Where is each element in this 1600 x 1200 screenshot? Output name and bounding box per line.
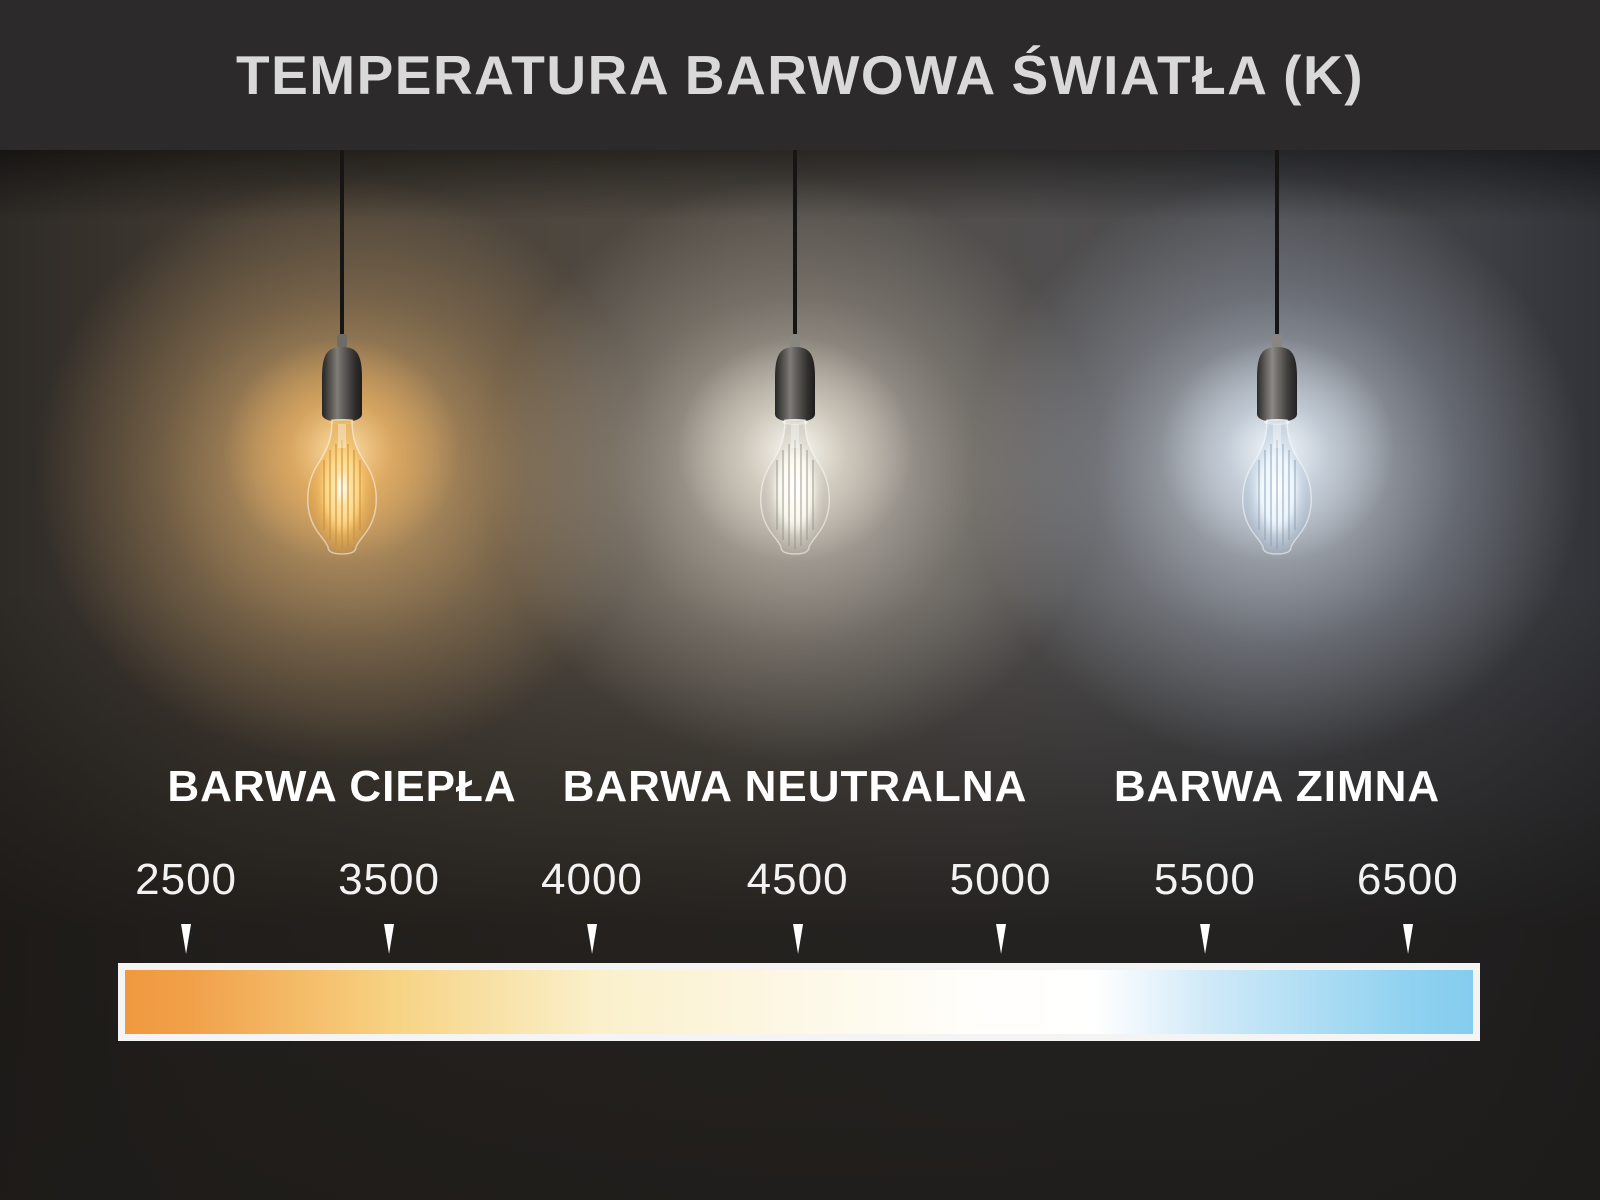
tick-arrow-icon — [1402, 924, 1413, 954]
bulb-pendant-warm — [222, 150, 462, 570]
tick-label: 2500 — [135, 855, 238, 904]
kelvin-tick: 4000 — [541, 858, 643, 954]
lamp-socket — [775, 347, 815, 422]
tick-label: 5500 — [1153, 855, 1256, 904]
tick-label: 6500 — [1356, 855, 1459, 904]
kelvin-tick: 5000 — [950, 858, 1052, 954]
glass-stem — [1273, 424, 1281, 448]
bulb-illustration — [677, 150, 913, 562]
kelvin-tick: 5500 — [1154, 858, 1256, 954]
tick-arrow-icon — [995, 924, 1006, 954]
tick-arrow-icon — [792, 924, 803, 954]
bulb-illustration — [224, 150, 460, 562]
pendant-cord — [1275, 150, 1279, 336]
cord-connector — [1272, 334, 1282, 348]
kelvin-tick: 3500 — [338, 858, 440, 954]
tick-label: 4500 — [746, 855, 849, 904]
title-bar: TEMPERATURA BARWOWA ŚWIATŁA (K) — [0, 0, 1600, 150]
lamp-socket — [1257, 347, 1297, 422]
tick-label: 5000 — [949, 855, 1052, 904]
tick-arrow-icon — [586, 924, 597, 954]
lamp-socket — [322, 347, 362, 422]
tick-arrow-icon — [181, 924, 192, 954]
page-title: TEMPERATURA BARWOWA ŚWIATŁA (K) — [235, 44, 1365, 106]
kelvin-ticks: 2500 3500 4000 4500 5000 5500 6500 — [118, 858, 1480, 958]
tick-label: 4000 — [541, 855, 643, 904]
cord-connector — [790, 334, 800, 348]
filament-lines — [323, 440, 361, 549]
label-cold-color: BARWA ZIMNA — [1113, 762, 1441, 811]
cord-connector — [337, 334, 347, 348]
pendant-cord — [793, 150, 797, 336]
gradient-bar — [118, 963, 1480, 1041]
gradient-bar-fill — [125, 970, 1473, 1034]
filament-lines — [1258, 440, 1296, 549]
scene: BARWA CIEPŁA BARWA NEUTRALNA BARWA ZIMNA… — [0, 80, 1600, 1200]
tick-arrow-icon — [1199, 924, 1210, 954]
bulb-pendant-cold — [1157, 150, 1397, 570]
kelvin-tick: 4500 — [747, 858, 849, 954]
filament-lines — [776, 440, 814, 549]
tick-label: 3500 — [338, 855, 440, 904]
pendant-cord — [340, 150, 344, 336]
bulb-pendant-neutral — [675, 150, 915, 570]
bulb-illustration — [1159, 150, 1395, 562]
tick-arrow-icon — [384, 924, 395, 954]
glass-stem — [791, 424, 799, 448]
kelvin-tick: 6500 — [1357, 858, 1459, 954]
glass-stem — [338, 424, 346, 448]
kelvin-tick: 2500 — [135, 858, 237, 954]
